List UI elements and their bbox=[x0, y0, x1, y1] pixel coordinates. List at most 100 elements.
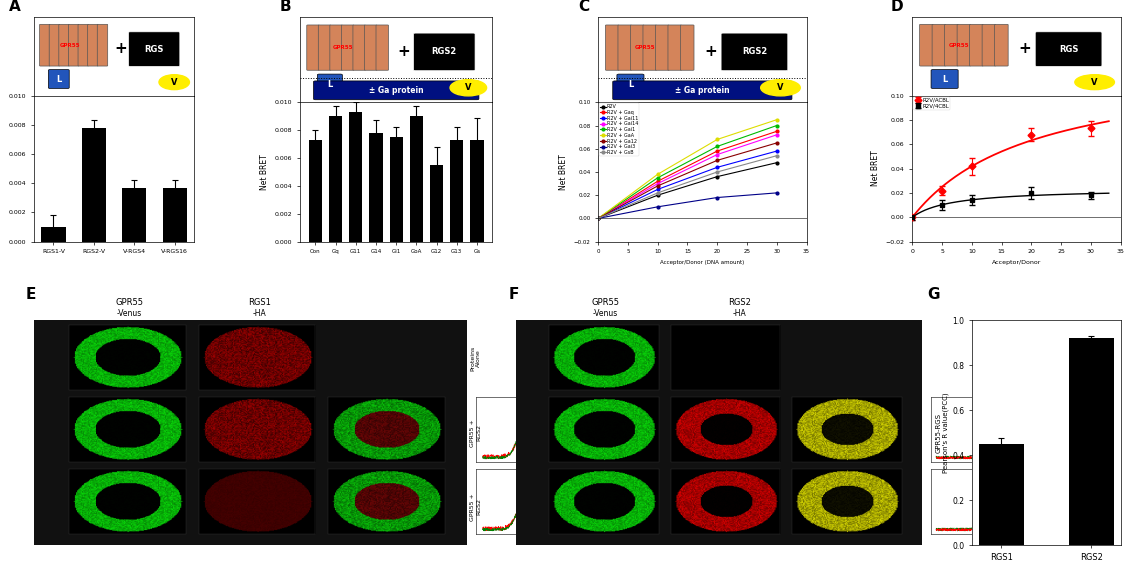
FancyBboxPatch shape bbox=[68, 24, 79, 66]
Bar bbox=[329, 116, 342, 242]
FancyBboxPatch shape bbox=[606, 25, 619, 70]
Text: -HA: -HA bbox=[732, 309, 747, 318]
Text: E: E bbox=[25, 287, 36, 302]
Circle shape bbox=[1075, 75, 1114, 89]
Text: G: G bbox=[927, 287, 940, 302]
R2V + Gai14 bbox=[591, 215, 604, 222]
Y-axis label: GPR55-RGS
Pearson's R value(PCC): GPR55-RGS Pearson's R value(PCC) bbox=[936, 392, 950, 473]
FancyBboxPatch shape bbox=[353, 25, 366, 70]
Text: L: L bbox=[57, 75, 61, 84]
Text: GPR55 +
RGS2: GPR55 + RGS2 bbox=[471, 493, 481, 521]
FancyBboxPatch shape bbox=[944, 24, 958, 66]
Text: -HA: -HA bbox=[252, 309, 266, 318]
FancyBboxPatch shape bbox=[40, 24, 50, 66]
Text: GPR55: GPR55 bbox=[333, 45, 353, 50]
FancyBboxPatch shape bbox=[329, 25, 342, 70]
FancyBboxPatch shape bbox=[78, 24, 88, 66]
R2V + GsB bbox=[591, 215, 604, 222]
Text: Proteins
Alone: Proteins Alone bbox=[471, 346, 481, 371]
Bar bbox=[410, 116, 423, 242]
R2V + Gai14 bbox=[770, 132, 783, 138]
R2V + GaA bbox=[591, 215, 604, 222]
FancyBboxPatch shape bbox=[49, 70, 69, 88]
FancyBboxPatch shape bbox=[668, 25, 681, 70]
Line: R2V + GaA: R2V + GaA bbox=[597, 119, 778, 220]
FancyBboxPatch shape bbox=[317, 74, 342, 94]
R2V + Gai11 bbox=[711, 164, 724, 171]
R2V + Ga12 bbox=[711, 157, 724, 164]
Bar bbox=[369, 133, 383, 242]
FancyBboxPatch shape bbox=[631, 25, 644, 70]
R2V + Gai1 bbox=[651, 174, 664, 181]
Line: R2V + GsB: R2V + GsB bbox=[597, 155, 778, 220]
FancyBboxPatch shape bbox=[655, 25, 669, 70]
Text: -Venus: -Venus bbox=[593, 309, 618, 318]
Line: R2V + Gai14: R2V + Gai14 bbox=[597, 133, 778, 220]
R2V + Gai11 bbox=[770, 148, 783, 155]
R2V + Gai3 bbox=[711, 194, 724, 201]
R2V + Gai3 bbox=[591, 215, 604, 222]
FancyBboxPatch shape bbox=[618, 25, 632, 70]
Text: RGS2: RGS2 bbox=[728, 298, 752, 307]
Text: RGS1: RGS1 bbox=[248, 298, 271, 307]
Text: RGS: RGS bbox=[145, 44, 164, 53]
FancyBboxPatch shape bbox=[49, 24, 60, 66]
Line: R2V + Ga12: R2V + Ga12 bbox=[597, 142, 778, 220]
R2V + GsB bbox=[711, 169, 724, 175]
FancyBboxPatch shape bbox=[643, 25, 657, 70]
Text: -Venus: -Venus bbox=[117, 309, 142, 318]
Text: L: L bbox=[942, 75, 947, 84]
R2V bbox=[591, 215, 604, 222]
Line: R2V + Gai1: R2V + Gai1 bbox=[597, 124, 778, 220]
R2V + Gai1 bbox=[591, 215, 604, 222]
FancyBboxPatch shape bbox=[307, 25, 319, 70]
FancyBboxPatch shape bbox=[413, 33, 475, 71]
Bar bbox=[1069, 338, 1114, 545]
FancyBboxPatch shape bbox=[365, 25, 377, 70]
Text: ± Ga protein: ± Ga protein bbox=[369, 86, 423, 95]
Text: V: V bbox=[1091, 78, 1098, 87]
FancyBboxPatch shape bbox=[342, 25, 354, 70]
FancyBboxPatch shape bbox=[318, 25, 331, 70]
Text: RGS2: RGS2 bbox=[741, 47, 767, 56]
Text: V: V bbox=[465, 83, 472, 92]
R2V bbox=[711, 173, 724, 180]
Bar bbox=[349, 112, 362, 242]
FancyBboxPatch shape bbox=[612, 81, 792, 99]
R2V bbox=[770, 159, 783, 166]
R2V + Gaq bbox=[711, 148, 724, 155]
Text: +: + bbox=[1019, 41, 1031, 56]
R2V + Gai3 bbox=[770, 189, 783, 196]
R2V + Gaq bbox=[591, 215, 604, 222]
Text: GPR55: GPR55 bbox=[634, 45, 654, 50]
Text: L: L bbox=[628, 80, 633, 89]
Bar bbox=[163, 188, 187, 242]
Line: R2V: R2V bbox=[597, 161, 778, 220]
FancyBboxPatch shape bbox=[919, 24, 933, 66]
FancyBboxPatch shape bbox=[931, 70, 958, 88]
Text: RGS: RGS bbox=[1058, 44, 1079, 53]
Line: R2V + Gai3: R2V + Gai3 bbox=[597, 192, 778, 220]
FancyBboxPatch shape bbox=[995, 24, 1009, 66]
FancyBboxPatch shape bbox=[970, 24, 984, 66]
R2V + Gai1 bbox=[711, 143, 724, 150]
R2V + Gai11 bbox=[651, 186, 664, 193]
FancyBboxPatch shape bbox=[958, 24, 970, 66]
X-axis label: Acceptor/Donor: Acceptor/Donor bbox=[992, 260, 1041, 265]
Bar bbox=[82, 128, 106, 242]
R2V + Gaq bbox=[651, 178, 664, 185]
R2V + Ga12 bbox=[651, 183, 664, 189]
Text: V: V bbox=[778, 83, 783, 92]
FancyBboxPatch shape bbox=[59, 24, 69, 66]
Text: GPR55: GPR55 bbox=[59, 43, 80, 48]
R2V + Gai1 bbox=[770, 122, 783, 129]
Y-axis label: Net BRET: Net BRET bbox=[0, 151, 3, 187]
Text: RGS2: RGS2 bbox=[431, 47, 457, 56]
Y-axis label: Net BRET: Net BRET bbox=[872, 151, 880, 187]
Legend: R2V/ACBL, R2V/4CBL: R2V/ACBL, R2V/4CBL bbox=[914, 97, 950, 110]
Bar bbox=[309, 140, 321, 242]
Circle shape bbox=[451, 80, 487, 96]
Text: C: C bbox=[578, 0, 589, 14]
FancyBboxPatch shape bbox=[617, 74, 644, 94]
R2V bbox=[651, 192, 664, 198]
